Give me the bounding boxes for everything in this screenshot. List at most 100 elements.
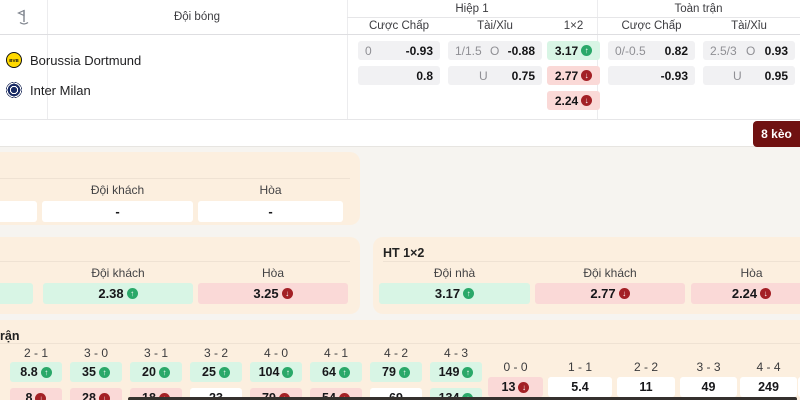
trend-down-icon: ↓ <box>581 95 593 106</box>
trend-up-icon: ↑ <box>398 366 410 378</box>
h1-handicap-cell[interactable]: 0 -0.93 <box>358 41 440 60</box>
panel-odds-cell[interactable]: 3.25 ↓ <box>198 283 348 304</box>
panel-odds-cell[interactable]: 2.24 ↓ <box>691 283 800 304</box>
trend-up-icon: ↑ <box>218 366 230 378</box>
h1-handicap-cell[interactable]: 0.8 <box>358 66 440 85</box>
subheader-h1-1x2: 1×2 <box>563 20 584 32</box>
score-odds-cell[interactable]: 35 ↑ <box>70 362 122 382</box>
h1-1x2-cell[interactable]: 2.77 ↓ <box>547 66 600 85</box>
odds-text: 23 <box>209 391 223 400</box>
trend-down-icon: ↓ <box>98 392 110 400</box>
odds-text: 0/-0.5 <box>615 43 646 58</box>
odds-text: 0.8 <box>416 68 433 83</box>
divider <box>347 17 800 18</box>
score-odds-cell[interactable]: 49 <box>680 377 737 397</box>
horizontal-scrollbar[interactable] <box>128 397 797 400</box>
score-odds-cell[interactable]: 13 ↓ <box>488 377 543 397</box>
odds-text: 104 <box>258 365 280 379</box>
score-odds-cell[interactable]: 64 ↑ <box>310 362 362 382</box>
ft-overunder-cell[interactable]: 2.5/3 O 0.93 <box>703 41 795 60</box>
odds-text: 2.24 <box>731 286 758 301</box>
odds-text: 28 <box>82 391 96 400</box>
trend-up-icon: ↑ <box>462 392 474 400</box>
h1-overunder-cell[interactable]: 1/1.5 O -0.88 <box>448 41 542 60</box>
odds-text: 5.4 <box>571 380 589 394</box>
divider <box>0 261 350 262</box>
trend-down-icon: ↓ <box>281 288 293 299</box>
score-column-header: 4 - 0 <box>263 346 288 360</box>
pin-flag-icon[interactable] <box>16 8 32 26</box>
ft-handicap-cell[interactable]: -0.93 <box>608 66 695 85</box>
team-row-home[interactable]: BVB Borussia Dortmund <box>6 50 141 70</box>
ft-handicap-cell[interactable]: 0/-0.5 0.82 <box>608 41 695 60</box>
score-odds-cell[interactable]: 149 ↑ <box>430 362 482 382</box>
score-odds-cell[interactable]: 25 ↑ <box>190 362 242 382</box>
panel-odds-cell: - <box>42 201 193 222</box>
trend-up-icon: ↑ <box>581 45 593 56</box>
score-odds-cell[interactable]: 8.8 ↑ <box>10 362 62 382</box>
trend-up-icon: ↑ <box>463 288 475 299</box>
score-column-header: 3 - 2 <box>203 346 228 360</box>
column-header-team: Đội bóng <box>173 11 221 23</box>
score-odds-cell[interactable]: 5.4 <box>548 377 612 397</box>
odds-text: 0.82 <box>664 43 688 58</box>
ft-overunder-cell[interactable]: U 0.95 <box>703 66 795 85</box>
odds-text: 3.25 <box>253 286 279 301</box>
odds-text: -0.93 <box>660 68 688 83</box>
odds-text: 0.75 <box>511 68 535 83</box>
score-odds-cell[interactable]: 28 ↓ <box>70 388 122 400</box>
score-odds-cell[interactable]: 8 ↓ <box>10 388 62 400</box>
panel-column-header: Hòa <box>740 265 763 280</box>
score-column-header: 4 - 2 <box>383 346 408 360</box>
panel-column-header: Đội nhà <box>433 265 476 280</box>
odds-text: 8 <box>25 391 33 400</box>
divider <box>0 34 800 35</box>
trend-down-icon: ↓ <box>518 381 530 393</box>
panel-odds-cell[interactable]: 2.77 ↓ <box>535 283 685 304</box>
team-row-away[interactable]: Inter Milan <box>6 80 91 100</box>
trend-down-icon: ↓ <box>760 288 772 299</box>
trend-up-icon: ↑ <box>98 366 110 378</box>
score-odds-cell[interactable]: 11 <box>617 377 675 397</box>
panel-blank-1x2: - Đội khách - Hòa <box>0 152 360 225</box>
h1-1x2-cell[interactable]: 3.17 ↑ <box>547 41 600 60</box>
score-odds-cell[interactable]: 79 ↑ <box>370 362 422 382</box>
borussia-dortmund-logo-icon: BVB <box>6 52 22 68</box>
panel-ft-1x2: 2.38 ↑ Đội khách 3.25 ↓ Hòa <box>0 237 360 314</box>
h1-overunder-cell[interactable]: U 0.75 <box>448 66 542 85</box>
panel-odds-cell-partial <box>0 201 37 222</box>
odds-text: 13 <box>501 380 516 394</box>
odds-text: 64 <box>322 365 336 379</box>
inter-milan-logo-icon <box>6 82 22 98</box>
score-column-header: 2 - 2 <box>633 360 658 374</box>
odds-count-badge[interactable]: 8 kèo <box>753 121 800 147</box>
h1-1x2-cell[interactable]: 2.24 ↓ <box>547 91 600 110</box>
divider <box>0 343 800 344</box>
panel-odds-cell[interactable]: 3.17 ↑ <box>379 283 530 304</box>
divider <box>0 119 800 120</box>
score-odds-cell[interactable]: 249 <box>740 377 797 397</box>
subheader-h1-overunder: Tài/Xỉu <box>477 20 513 32</box>
away-team-name: Inter Milan <box>30 82 91 98</box>
trend-up-icon: ↑ <box>126 288 138 299</box>
panel-column-header: Hòa <box>259 182 282 197</box>
score-odds-cell[interactable]: 20 ↑ <box>130 362 182 382</box>
odds-text: 25 <box>202 365 216 379</box>
divider <box>383 261 800 262</box>
panel-column-header: Đội khách <box>91 265 145 280</box>
odds-text: 20 <box>142 365 156 379</box>
trend-down-icon: ↓ <box>338 392 350 400</box>
score-column-header: 4 - 3 <box>443 346 468 360</box>
score-odds-cell-partial <box>798 377 800 397</box>
odds-text: 18 <box>142 391 156 400</box>
odds-text: 134 <box>438 391 460 400</box>
panel-odds-cell[interactable]: 2.38 ↑ <box>43 283 193 304</box>
score-column-header: 4 - 1 <box>323 346 348 360</box>
trend-up-icon: ↑ <box>282 366 294 378</box>
odds-text: 2.77 <box>590 286 616 301</box>
odds-text: O <box>490 43 500 58</box>
score-odds-cell[interactable]: 104 ↑ <box>250 362 302 382</box>
odds-text: 69 <box>389 391 403 400</box>
column-group-first-half: Hiệp 1 <box>455 2 489 15</box>
